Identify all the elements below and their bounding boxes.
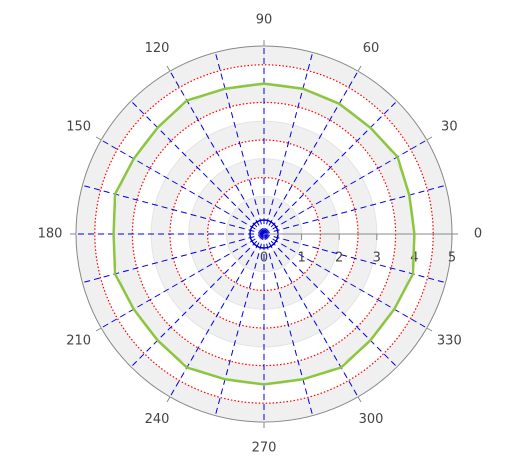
spoke [263, 233, 314, 416]
r-tick-label: 5 [448, 251, 456, 266]
r-tick-label: 2 [335, 251, 343, 266]
theta-tick-label: 210 [66, 334, 91, 349]
spoke [130, 233, 265, 368]
spoke [130, 100, 265, 235]
theta-tick [426, 136, 433, 141]
theta-tick-label: 150 [66, 120, 91, 135]
spoke [263, 233, 359, 398]
theta-tick [357, 65, 362, 72]
r-tick-label: 1 [297, 251, 305, 266]
theta-tick-label: 240 [145, 412, 170, 427]
theta-tick [166, 65, 171, 72]
theta-tick-label: 60 [363, 41, 380, 56]
theta-tick-label: 120 [145, 41, 170, 56]
spoke [263, 70, 359, 235]
r-tick-label: 0 [260, 251, 268, 266]
theta-tick-label: 300 [359, 412, 384, 427]
spoke [263, 52, 314, 235]
theta-tick [357, 396, 362, 403]
theta-tick-label: 0 [474, 227, 482, 242]
spoke [263, 233, 398, 368]
spoke [214, 52, 265, 235]
theta-tick-label: 330 [437, 334, 462, 349]
spoke [214, 233, 265, 416]
theta-tick [95, 136, 102, 141]
theta-tick-label: 90 [256, 13, 273, 28]
spoke [169, 233, 265, 398]
spoke [263, 184, 446, 235]
theta-tick-label: 180 [38, 227, 63, 242]
spoke [82, 233, 265, 284]
spoke [100, 233, 265, 329]
spoke [100, 139, 265, 235]
spoke [263, 233, 446, 284]
spoke [263, 233, 428, 329]
theta-tick [95, 327, 102, 332]
spoke [263, 100, 398, 235]
spoke [169, 70, 265, 235]
theta-tick [426, 327, 433, 332]
theta-tick-label: 30 [441, 120, 458, 135]
spoke [82, 184, 265, 235]
spoke [263, 139, 428, 235]
r-tick-label: 3 [373, 251, 381, 266]
theta-tick [166, 396, 171, 403]
theta-tick-label: 270 [252, 441, 277, 456]
series-line [112, 82, 416, 386]
